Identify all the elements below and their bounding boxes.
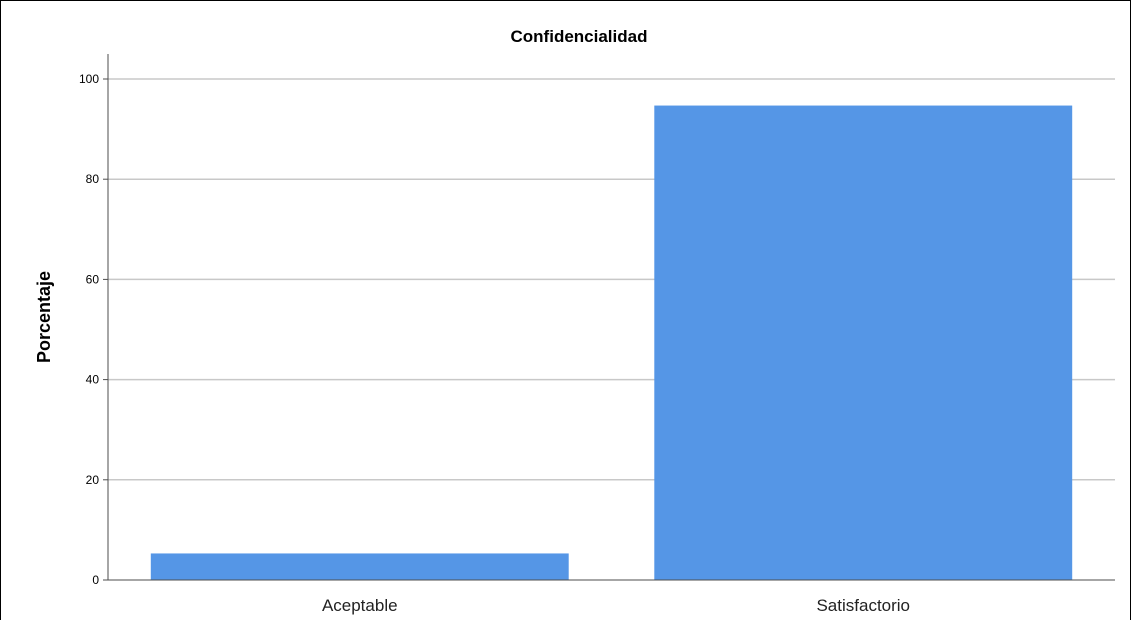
x-tick-label-aceptable: Aceptable [322, 596, 398, 615]
chart-title: Confidencialidad [511, 27, 648, 46]
bar-satisfactorio [654, 105, 1073, 580]
y-tick-label-0: 0 [92, 573, 99, 587]
y-tick-label-40: 40 [86, 373, 100, 387]
x-tick-label-satisfactorio: Satisfactorio [816, 596, 910, 615]
y-axis-label: Porcentaje [34, 271, 54, 363]
bar-aceptable [150, 553, 569, 580]
y-tick-label-60: 60 [86, 272, 100, 286]
bars [150, 105, 1073, 580]
y-tick-label-20: 20 [86, 473, 100, 487]
y-tick-label-80: 80 [86, 172, 100, 186]
y-tick-label-100: 100 [79, 72, 99, 86]
axes [103, 53, 1115, 581]
y-tick-labels: 0 20 40 60 80 100 [79, 72, 99, 587]
x-tick-labels: Aceptable Satisfactorio [322, 596, 910, 615]
